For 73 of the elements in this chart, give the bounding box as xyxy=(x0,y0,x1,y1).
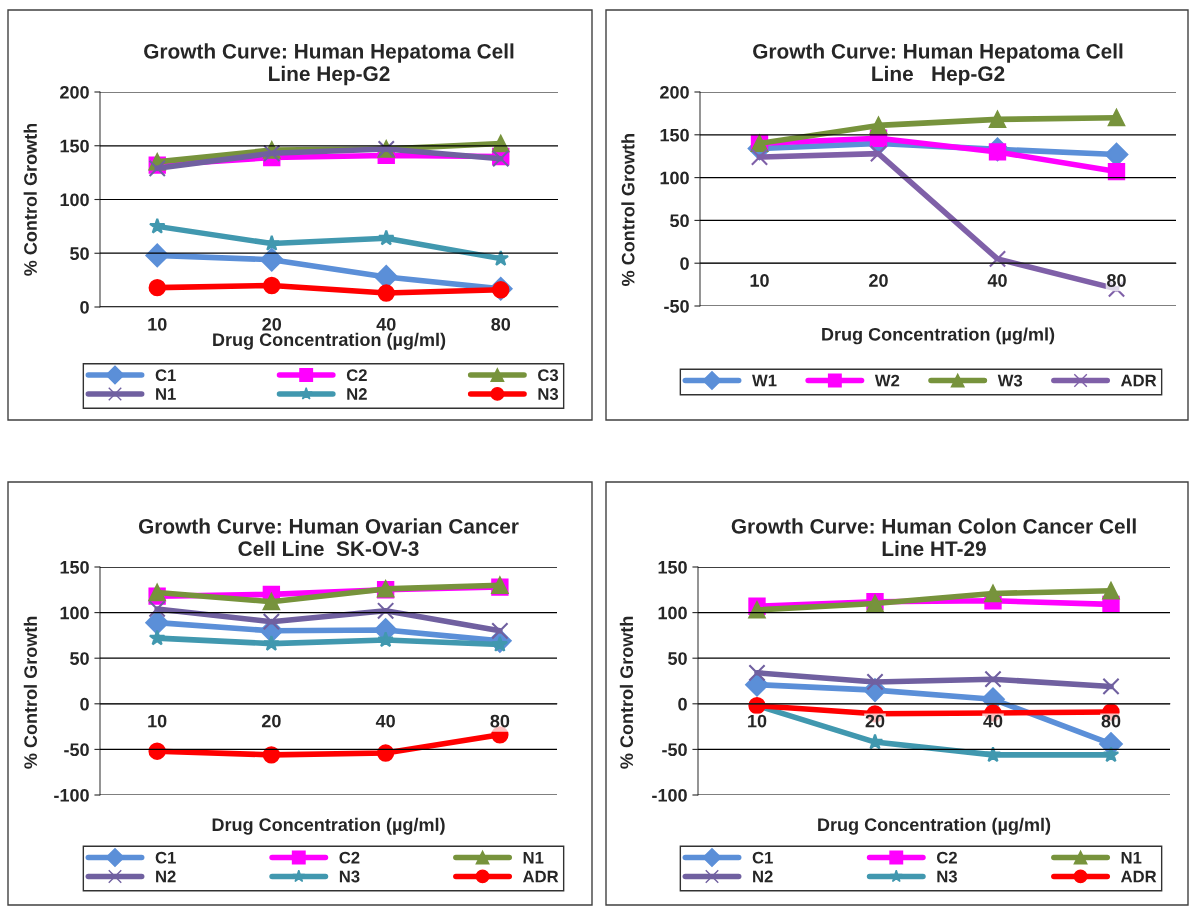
y-tick-label: 150 xyxy=(660,128,689,142)
x-axis-title: Drug Concentration (µg/ml) xyxy=(212,817,445,835)
x-tick-label: 10 xyxy=(748,714,767,728)
legend-label: N1 xyxy=(1121,851,1142,864)
y-tick-label: 100 xyxy=(658,606,687,620)
y-tick-label: 50 xyxy=(670,214,689,228)
x-tick-label: 40 xyxy=(983,714,1003,728)
y-tick-label: 50 xyxy=(70,652,89,665)
x-tick-label: 10 xyxy=(148,317,167,331)
legend-label: N1 xyxy=(523,851,544,864)
x-tick-label: 40 xyxy=(987,274,1007,287)
y-tick-label: 100 xyxy=(660,171,689,185)
x-tick-label: 80 xyxy=(490,714,510,728)
legend-label: N3 xyxy=(339,870,360,883)
y-tick-label: 150 xyxy=(658,560,687,574)
y-tick-label: 0 xyxy=(80,697,89,711)
y-tick-label: 100 xyxy=(60,606,89,620)
x-tick-label: 80 xyxy=(491,317,511,331)
y-tick-label: -100 xyxy=(54,788,89,802)
y-tick-label: -100 xyxy=(652,788,687,802)
legend-label: C3 xyxy=(538,369,559,382)
y-tick-label: 50 xyxy=(70,247,89,260)
x-tick-label: 20 xyxy=(869,274,888,287)
y-tick-label: -50 xyxy=(662,743,687,757)
y-tick-label: 0 xyxy=(678,697,687,711)
legend-label: N3 xyxy=(937,870,957,883)
y-axis-title: % Control Growth xyxy=(23,123,37,276)
x-tick-label: 40 xyxy=(375,714,395,728)
x-tick-label: 20 xyxy=(262,317,282,331)
x-tick-label: 80 xyxy=(1101,714,1121,728)
y-axis-title: % Control Growth xyxy=(23,616,38,769)
x-tick-label: 10 xyxy=(750,274,769,287)
y-tick-label: 50 xyxy=(668,652,687,665)
legend-label: W3 xyxy=(997,374,1023,387)
chart-title: Growth Curve: Human Hepatoma Cell Line Hep-G2 xyxy=(753,43,1123,86)
y-tick-label: 0 xyxy=(80,300,89,314)
x-tick-label: 40 xyxy=(376,317,396,331)
x-axis-title: Drug Concentration (µg/ml) xyxy=(822,327,1055,345)
x-axis-title: Drug Concentration (µg/ml) xyxy=(213,332,446,350)
chart-title: Growth Curve: Human Hepatoma Cell Line Hep-G2 xyxy=(144,43,514,86)
y-axis-title: % Control Growth xyxy=(621,134,635,286)
x-tick-label: 10 xyxy=(148,714,167,728)
y-tick-label: -50 xyxy=(664,299,689,313)
legend-label: N2 xyxy=(156,870,176,883)
y-tick-label: 150 xyxy=(60,560,89,574)
y-tick-label: 150 xyxy=(60,139,89,153)
legend-label: W2 xyxy=(874,374,900,387)
legend-label: N2 xyxy=(347,388,367,400)
legend-label: C2 xyxy=(339,851,360,864)
legend-label: ADR xyxy=(1120,374,1157,387)
legend-label: C1 xyxy=(155,851,176,864)
legend-label: N3 xyxy=(538,388,559,400)
y-axis-title: % Control Growth xyxy=(619,616,634,769)
legend-label: C2 xyxy=(936,851,957,864)
y-tick-label: 200 xyxy=(660,85,689,99)
legend-label: C1 xyxy=(752,851,773,864)
y-tick-label: 100 xyxy=(60,193,89,207)
y-tick-label: 200 xyxy=(60,85,89,99)
chart-title: Growth Curve: Human Colon Cancer Cell Line HT-29 xyxy=(731,518,1136,557)
legend-label: N2 xyxy=(753,870,773,883)
legend-label: C1 xyxy=(155,369,176,382)
legend-label: C2 xyxy=(346,369,367,382)
legend-label: ADR xyxy=(522,870,559,883)
legend-label: ADR xyxy=(1120,870,1157,883)
legend-label: W1 xyxy=(752,374,777,387)
y-tick-label: -50 xyxy=(64,743,89,757)
x-tick-label: 80 xyxy=(1107,274,1126,287)
x-tick-label: 20 xyxy=(865,714,885,728)
x-tick-label: 20 xyxy=(261,714,281,728)
y-tick-label: 0 xyxy=(680,257,689,270)
chart-title: Growth Curve: Human Ovarian Cancer Cell Line SK-OV-3 xyxy=(138,518,519,557)
x-axis-title: Drug Concentration (µg/ml) xyxy=(818,817,1051,835)
legend-label: N1 xyxy=(156,388,176,400)
